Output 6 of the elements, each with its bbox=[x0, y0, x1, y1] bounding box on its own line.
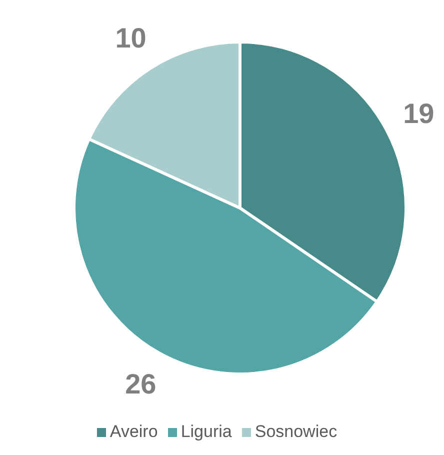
legend-label: Sosnowiec bbox=[254, 422, 338, 441]
data-label: 19 bbox=[403, 98, 434, 130]
legend-label: Liguria bbox=[180, 422, 232, 441]
data-label: 10 bbox=[115, 22, 146, 54]
legend-label: Aveiro bbox=[110, 422, 158, 441]
data-label: 26 bbox=[125, 368, 156, 400]
